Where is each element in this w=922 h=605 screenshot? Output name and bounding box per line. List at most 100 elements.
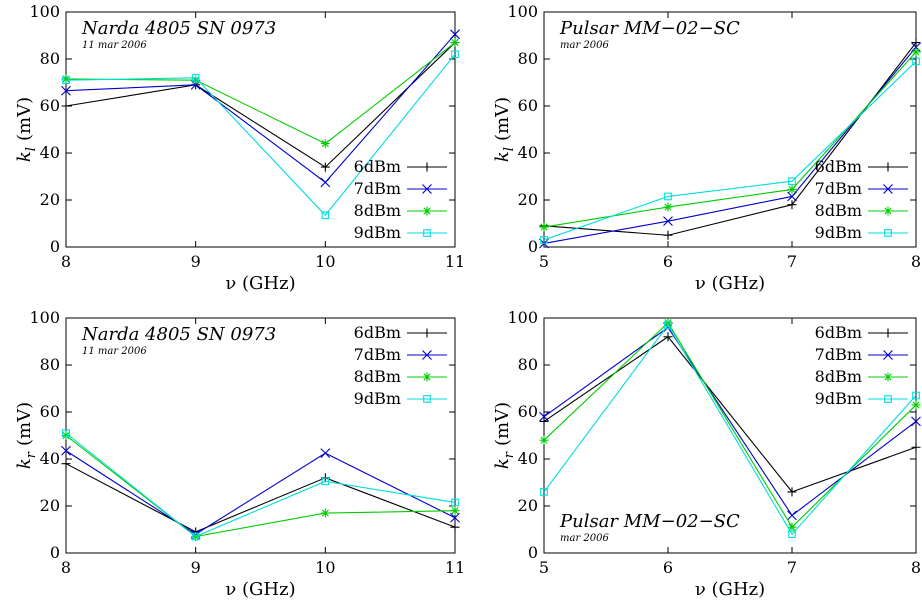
legend-marker <box>422 206 432 216</box>
y-tick-label: 60 <box>518 96 538 115</box>
panel-1: 0 20 40 60 80 100 8 9 10 11 ν (GHz) kl (mV) Narda 480… <box>14 2 465 294</box>
data-point <box>450 506 460 516</box>
series-9dBm <box>540 57 920 244</box>
legend-label: 9dBm <box>815 223 862 242</box>
y-axis-label-subscript: r <box>24 451 39 458</box>
series-line <box>65 42 456 145</box>
series-9dBm <box>540 321 920 539</box>
series-6dBm <box>539 332 921 497</box>
x-tick-label: 8 <box>61 558 71 577</box>
y-tick-label: 60 <box>40 96 60 115</box>
data-point <box>787 487 797 497</box>
series-line <box>543 326 917 517</box>
y-axis-label: kl (mV) <box>14 97 39 162</box>
series-line <box>65 53 456 217</box>
data-point <box>911 47 921 57</box>
chart-title: Pulsar MM−02−SC <box>559 18 740 39</box>
y-tick-label: 40 <box>40 449 60 468</box>
data-point <box>450 29 460 40</box>
data-point <box>451 50 459 59</box>
x-tick-label: 8 <box>911 252 921 271</box>
y-axis-label-subscript: l <box>502 147 517 151</box>
x-tick-label: 9 <box>191 558 201 577</box>
chart-title: Pulsar MM−02−SC <box>559 511 740 532</box>
data-point <box>911 400 921 410</box>
legend-label: 8dBm <box>354 367 401 386</box>
data-point <box>663 202 673 212</box>
legend-label: 6dBm <box>815 157 862 176</box>
data-point <box>663 332 673 342</box>
x-tick-label: 11 <box>445 252 465 271</box>
data-point <box>663 230 673 240</box>
series-6dBm <box>61 38 460 172</box>
series-9dBm <box>62 429 459 541</box>
legend: 6dBm 7dBm 8dBm 9dBm <box>815 323 908 408</box>
x-tick-label: 6 <box>663 252 673 271</box>
legend-label: 9dBm <box>815 389 862 408</box>
legend-label: 9dBm <box>354 223 401 242</box>
series-line <box>543 60 917 241</box>
legend-label: 6dBm <box>354 323 401 342</box>
series-8dBm <box>539 318 921 532</box>
y-axis-label-base: k <box>492 151 513 162</box>
series-line <box>65 450 456 535</box>
y-axis-label-subscript: l <box>24 147 39 151</box>
data-point <box>321 211 330 220</box>
y-tick-label: 20 <box>518 190 538 209</box>
data-point <box>911 442 921 452</box>
data-point <box>61 101 71 111</box>
y-tick-label: 100 <box>507 2 538 21</box>
data-point <box>663 216 673 227</box>
legend-label: 7dBm <box>815 345 862 364</box>
panel-2: 0 20 40 60 80 100 5 6 7 8 ν (GHz) kl (mV) Pulsar MM−0… <box>492 2 921 294</box>
data-point <box>787 200 797 210</box>
chart-title: Narda 4805 SN 0973 <box>81 324 276 345</box>
data-point <box>450 38 460 48</box>
x-tick-label: 7 <box>787 252 797 271</box>
data-point <box>788 530 796 539</box>
legend-label: 7dBm <box>354 179 401 198</box>
data-point <box>539 416 549 426</box>
y-axis-label-unit: (mV) <box>492 97 513 141</box>
legend-marker <box>883 206 893 216</box>
data-point <box>912 391 920 400</box>
series-line <box>65 33 456 184</box>
legend-marker <box>883 328 893 338</box>
plot-frame <box>543 11 917 248</box>
data-point <box>62 76 70 84</box>
data-point <box>320 508 330 518</box>
y-tick-label: 80 <box>40 355 60 374</box>
y-tick-label: 0 <box>528 543 538 562</box>
legend-marker <box>422 162 432 172</box>
data-point <box>320 448 331 459</box>
data-point <box>61 431 71 440</box>
legend-label: 6dBm <box>354 157 401 176</box>
series-8dBm <box>539 47 921 232</box>
data-point <box>450 522 460 532</box>
y-axis-label: kr (mV) <box>14 402 39 469</box>
legend-label: 9dBm <box>354 389 401 408</box>
x-tick-label: 11 <box>445 558 465 577</box>
data-point <box>320 177 331 188</box>
data-point <box>191 532 200 541</box>
y-axis-label-unit: (mV) <box>14 97 35 141</box>
x-tick-label: 8 <box>911 558 921 577</box>
legend-marker <box>423 229 431 237</box>
legend-marker <box>422 350 432 360</box>
chart-subtitle: 11 mar 2006 <box>82 40 147 51</box>
chart-title: Narda 4805 SN 0973 <box>81 18 276 39</box>
plot-frame <box>65 11 456 248</box>
data-point <box>539 222 549 232</box>
data-point <box>62 429 70 438</box>
y-axis-label-unit: (mV) <box>14 402 35 446</box>
data-point <box>61 74 71 84</box>
data-point <box>539 411 549 422</box>
y-tick-label: 100 <box>29 308 60 327</box>
data-point <box>451 498 459 507</box>
y-axis-label-subscript: r <box>502 451 517 458</box>
x-axis-label: ν (GHz) <box>695 579 765 600</box>
data-point <box>191 75 201 85</box>
legend: 6dBm 7dBm 8dBm 9dBm <box>815 157 908 242</box>
series-line <box>65 463 456 533</box>
